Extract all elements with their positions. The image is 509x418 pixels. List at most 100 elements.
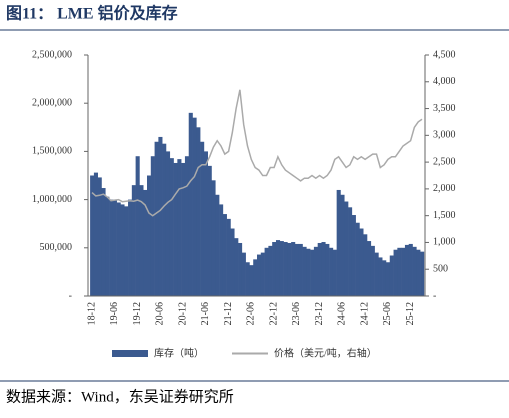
x-tick-label: 18-12 <box>86 302 97 325</box>
x-tick-label: 21-06 <box>200 302 211 325</box>
y2-tick-label: - <box>433 290 436 301</box>
inventory-bar <box>329 247 334 296</box>
y-tick-label: 500,000 <box>40 242 73 253</box>
inventory-bar <box>109 199 114 296</box>
inventory-bar <box>196 127 201 296</box>
x-tick-label: 20-06 <box>155 302 166 325</box>
inventory-bar <box>253 259 258 296</box>
inventory-bar <box>215 194 220 296</box>
inventory-bar <box>124 206 129 296</box>
y-tick-label: 2,000,000 <box>32 97 72 108</box>
inventory-bar <box>378 257 383 296</box>
inventory-bar <box>283 242 288 296</box>
inventory-bar <box>401 247 406 296</box>
inventory-bar <box>222 214 227 296</box>
y-tick-label: 1,500,000 <box>32 146 72 157</box>
inventory-bar <box>139 185 144 296</box>
inventory-bar <box>382 260 387 296</box>
inventory-bar <box>147 175 152 296</box>
x-tick-label: 21-12 <box>223 302 234 325</box>
inventory-bar <box>154 141 159 296</box>
inventory-bar <box>260 252 265 296</box>
y2-tick-label: 2,000 <box>433 183 456 194</box>
inventory-bar <box>93 172 98 296</box>
y-tick-label: - <box>69 290 72 301</box>
inventory-bar <box>363 234 368 296</box>
y-tick-label: 1,000,000 <box>32 194 72 205</box>
inventory-bar <box>203 151 208 296</box>
y2-tick-label: 1,000 <box>433 237 456 248</box>
inventory-bar <box>332 249 337 296</box>
inventory-bar <box>344 201 349 296</box>
x-tick-label: 24-12 <box>359 302 370 325</box>
x-tick-label: 25-12 <box>405 302 416 325</box>
inventory-bar <box>367 241 372 296</box>
inventory-bar <box>112 199 117 296</box>
inventory-bar <box>310 249 315 296</box>
inventory-bar <box>416 249 421 296</box>
y2-tick-label: 1,500 <box>433 210 456 221</box>
inventory-bar <box>226 218 231 296</box>
inventory-bar <box>245 262 250 296</box>
x-tick-label: 19-06 <box>109 302 120 325</box>
inventory-bar <box>393 249 398 296</box>
inventory-bar <box>408 243 413 296</box>
inventory-bar <box>325 243 330 296</box>
inventory-bar <box>184 156 190 296</box>
inventory-bar <box>105 196 110 296</box>
inventory-bar <box>275 240 281 296</box>
inventory-bar <box>173 162 178 296</box>
inventory-bar <box>294 243 300 296</box>
inventory-bar <box>348 207 353 296</box>
inventory-bar <box>97 177 102 296</box>
chart-title: 图11： LME 铝价及库存 <box>6 4 178 23</box>
inventory-bar <box>230 228 235 296</box>
inventory-bar <box>317 242 322 296</box>
source: 数据来源：Wind，东吴证券研究所 <box>6 388 234 405</box>
x-tick-label: 23-12 <box>314 302 325 325</box>
inventory-bar <box>313 246 318 296</box>
x-tick-label: 22-12 <box>268 302 279 325</box>
inventory-bar <box>238 242 243 296</box>
inventory-bar <box>120 204 125 296</box>
inventory-bar <box>158 136 163 296</box>
inventory-bar <box>162 143 167 296</box>
inventory-bar <box>135 156 140 296</box>
inventory-bar <box>200 141 205 296</box>
inventory-bar <box>150 156 155 296</box>
inventory-bar <box>165 151 171 296</box>
inventory-bar <box>128 199 133 296</box>
inventory-bar <box>420 251 425 296</box>
inventory-bar <box>389 255 394 296</box>
inventory-bar <box>272 242 277 296</box>
inventory-bar <box>321 242 326 296</box>
inventory-bar <box>181 162 186 296</box>
inventory-bar <box>291 242 296 296</box>
inventory-bar <box>116 202 121 296</box>
x-tick-label: 25-06 <box>382 302 393 325</box>
inventory-bar <box>336 189 341 296</box>
inventory-bar <box>249 265 254 296</box>
inventory-bar <box>188 112 193 296</box>
legend-label: 价格（美元/吨，右轴） <box>274 346 377 359</box>
inventory-bar <box>192 117 197 296</box>
x-tick-label: 19-12 <box>132 302 143 325</box>
inventory-bar <box>359 228 364 296</box>
inventory-bar <box>131 185 136 296</box>
inventory-bar <box>268 245 273 296</box>
x-tick-label: 20-12 <box>177 302 188 325</box>
y2-tick-label: 3,000 <box>433 130 456 141</box>
y2-tick-label: 2,500 <box>433 156 456 167</box>
x-tick-label: 24-06 <box>337 302 348 325</box>
y-tick-label: 2,500,000 <box>32 49 72 60</box>
inventory-bar <box>177 159 182 296</box>
inventory-bar <box>287 242 292 296</box>
inventory-bar <box>101 188 106 296</box>
inventory-bar <box>355 222 360 296</box>
inventory-bar <box>219 204 224 296</box>
inventory-bar <box>385 262 391 296</box>
inventory-bar <box>370 245 375 296</box>
inventory-bar <box>90 175 95 296</box>
y2-tick-label: 500 <box>433 264 448 275</box>
